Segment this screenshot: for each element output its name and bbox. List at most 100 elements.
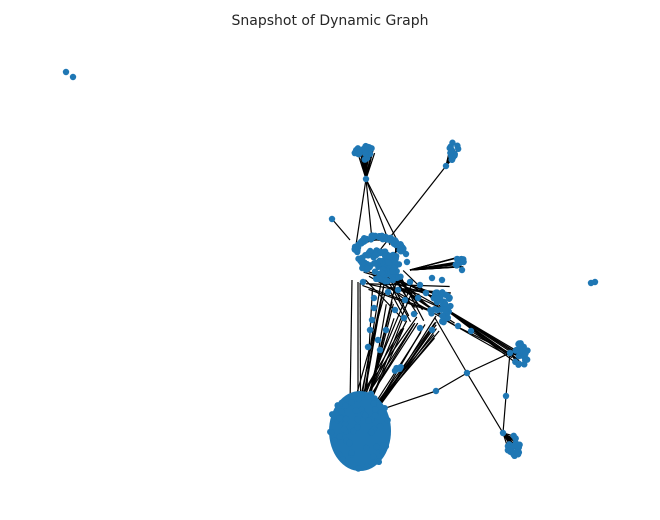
connector-node	[406, 278, 414, 286]
cluster-huge-node	[375, 458, 383, 466]
cluster-upper-node	[352, 246, 359, 253]
edge-upper-right-cluster	[409, 266, 460, 271]
cluster-middle-node	[444, 292, 451, 299]
graph-edge	[409, 261, 461, 271]
graph-node	[506, 349, 514, 357]
connector-node	[370, 304, 378, 312]
cluster-middle-node	[460, 258, 467, 266]
graph-edge	[379, 315, 437, 406]
graph-node	[463, 369, 471, 377]
graph-node	[402, 250, 410, 258]
cluster-upper-node	[372, 251, 380, 259]
cluster-upper-node	[385, 259, 392, 266]
cluster-upper-node	[371, 268, 379, 275]
cluster-huge-node	[357, 391, 365, 398]
edge-to-huge-cluster	[359, 279, 383, 409]
hub-node	[362, 175, 370, 183]
cluster-huge-node	[381, 404, 388, 412]
cluster-right-node	[521, 361, 528, 368]
cluster-huge-node	[379, 448, 386, 456]
cluster-middle-node	[442, 307, 449, 314]
graph-edge	[365, 178, 373, 241]
graph-node	[359, 278, 367, 286]
graph-edge	[331, 218, 351, 241]
graph-node	[389, 276, 397, 284]
cluster-middle-node	[444, 314, 451, 322]
cluster-huge-node	[363, 462, 371, 470]
connector-node	[364, 343, 372, 351]
connector-node	[467, 327, 475, 335]
cluster-upper-node	[364, 252, 372, 259]
cluster-middle-node	[438, 318, 446, 325]
cluster-upper-node	[359, 264, 366, 272]
connector-node	[374, 336, 382, 344]
cluster-middle-node	[439, 312, 446, 320]
cluster-upper-node	[368, 232, 375, 240]
cluster-upper-node	[356, 240, 363, 248]
cluster-upper-node	[357, 257, 365, 265]
cluster-right-node	[515, 360, 523, 367]
cluster-huge-node	[376, 422, 384, 430]
graph-edge	[502, 395, 507, 434]
cluster-huge-node	[365, 417, 372, 424]
cluster-middle-node	[427, 307, 434, 314]
cluster-huge-node	[346, 439, 353, 447]
graph-node	[499, 429, 507, 437]
connector-node	[458, 266, 466, 274]
graph-edge	[349, 279, 353, 406]
cluster-huge-node	[384, 416, 391, 424]
cluster-huge-node	[354, 415, 361, 423]
graph-edge	[434, 317, 468, 374]
cluster-huge-node	[336, 433, 344, 440]
cluster-right-node	[522, 350, 529, 357]
hub-node	[442, 162, 450, 170]
cluster-huge-node	[339, 456, 347, 463]
cluster-huge-node	[361, 412, 369, 419]
cluster-huge-node	[328, 429, 335, 436]
edge-to-huge-cluster	[364, 291, 413, 405]
connector-node	[438, 276, 446, 284]
connector-node	[428, 274, 436, 282]
graph-edge	[466, 372, 504, 434]
graph-edge	[466, 352, 511, 374]
cluster-huge-node	[380, 441, 387, 449]
graph-edge	[470, 330, 509, 355]
cluster-huge-node	[336, 415, 343, 422]
cluster-bottom-right-node	[514, 451, 522, 458]
connector-node	[370, 294, 378, 302]
cluster-top-left-node	[368, 145, 375, 152]
cluster-huge-node	[348, 449, 355, 456]
graph-node	[403, 258, 411, 266]
cluster-huge-node	[364, 393, 371, 401]
edge-to-huge-cluster	[358, 281, 414, 410]
graph-nodes	[62, 68, 599, 472]
edge-to-huge-cluster	[356, 316, 418, 402]
cluster-middle-node	[433, 307, 441, 314]
connector-node	[428, 326, 436, 334]
cluster-top-right-node	[454, 142, 461, 149]
graph-edge	[435, 372, 468, 392]
cluster-huge-node	[363, 444, 370, 452]
connector-node	[397, 363, 404, 371]
cluster-huge-node	[373, 443, 380, 451]
cluster-upper-node	[383, 277, 391, 284]
cluster-huge-node	[342, 415, 350, 423]
cluster-huge-node	[372, 406, 379, 413]
isolated-node	[591, 278, 599, 286]
cluster-top-left-node	[356, 149, 363, 157]
edge-to-huge-cluster	[365, 275, 399, 407]
connector-node	[416, 324, 424, 332]
connector-node	[391, 306, 399, 314]
cluster-huge-node	[368, 428, 375, 436]
edge-mid-right	[440, 305, 518, 355]
cluster-middle-node	[453, 262, 460, 269]
cluster-upper-node	[387, 234, 394, 242]
cluster-upper-node	[376, 257, 383, 265]
cluster-upper-node	[378, 232, 386, 239]
cluster-top-right-node	[447, 149, 454, 157]
graph-edge	[444, 319, 506, 355]
cluster-upper-node	[364, 265, 371, 272]
cluster-bottom-right-node	[512, 435, 519, 442]
cluster-bottom-right-node	[510, 442, 517, 449]
